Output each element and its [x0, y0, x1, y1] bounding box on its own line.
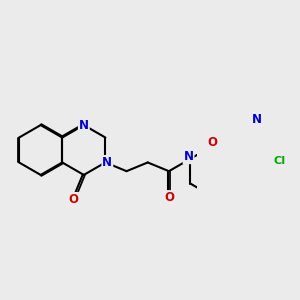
Text: N: N — [184, 150, 194, 163]
Text: N: N — [79, 118, 89, 132]
Text: N: N — [102, 156, 112, 169]
Text: O: O — [69, 193, 79, 206]
Text: Cl: Cl — [274, 156, 286, 166]
Text: N: N — [251, 113, 262, 126]
Text: O: O — [164, 191, 174, 204]
Text: O: O — [207, 136, 217, 149]
